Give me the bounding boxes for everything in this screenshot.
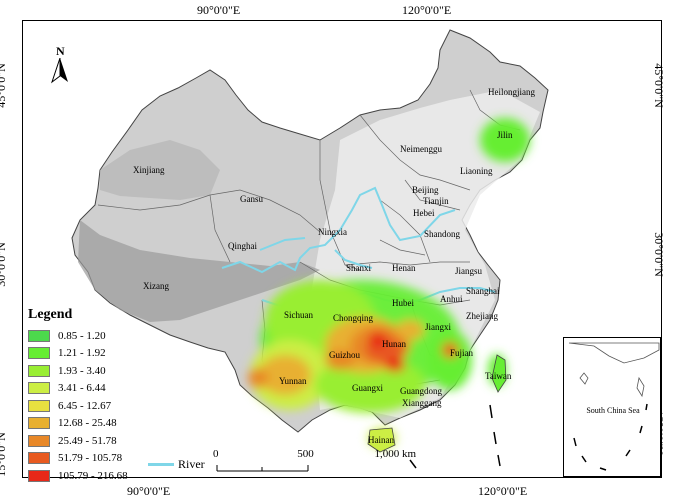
legend-label: 105.79 - 216.68 xyxy=(58,469,128,482)
coord-top-90e: 90°0'0"E xyxy=(197,3,241,17)
river-swatch xyxy=(148,463,174,466)
label-jilin: Jilin xyxy=(497,130,513,140)
coord-bottom-120e: 120°0'0"E xyxy=(478,484,528,498)
label-guangxi: Guangxi xyxy=(352,383,383,393)
legend-rows: 0.85 - 1.20 1.21 - 1.92 1.93 - 3.40 3.41 - … xyxy=(28,327,168,485)
label-sichuan: Sichuan xyxy=(284,310,313,320)
label-hebei: Hebei xyxy=(413,208,435,218)
scale-bar: 0 500 1,000 km xyxy=(213,448,416,478)
label-hainan: Hainan xyxy=(368,435,394,445)
taiwan-island xyxy=(491,354,507,393)
legend-item: 1.21 - 1.92 xyxy=(28,345,168,363)
scale-bar-graphic xyxy=(216,465,309,472)
label-anhui: Anhui xyxy=(440,294,463,304)
legend-item: 1.93 - 3.40 xyxy=(28,362,168,380)
north-arrow-icon xyxy=(51,58,68,84)
coord-bottom-90e: 90°0'0"E xyxy=(127,484,171,498)
label-qinghai: Qinghai xyxy=(228,241,257,251)
label-jiangsu: Jiangsu xyxy=(455,266,482,276)
label-shanghai: Shanghai xyxy=(466,286,500,296)
label-xinjiang: Xinjiang xyxy=(133,165,165,175)
legend-swatch xyxy=(28,434,50,447)
label-gansu: Gansu xyxy=(240,194,263,204)
label-beijing: Beijing xyxy=(412,185,439,195)
inset-label: South China Sea xyxy=(586,406,640,415)
legend-item: 6.45 - 12.67 xyxy=(28,397,168,415)
label-hubei: Hubei xyxy=(392,298,414,308)
label-jiangxi: Jiangxi xyxy=(425,322,451,332)
legend-label: 6.45 - 12.67 xyxy=(58,399,112,412)
label-henan: Henan xyxy=(392,263,416,273)
tarim-relief xyxy=(100,140,220,200)
legend-swatch xyxy=(28,347,50,360)
legend-label: 1.21 - 1.92 xyxy=(58,347,106,360)
north-label: N xyxy=(56,44,65,58)
legend-item: 25.49 - 51.78 xyxy=(28,432,168,450)
legend-label: 51.79 - 105.78 xyxy=(58,452,123,465)
coord-top-120e: 120°0'0"E xyxy=(402,3,452,17)
scale-tick-0: 0 xyxy=(213,448,219,460)
western-relief xyxy=(78,220,320,322)
legend: Legend 0.85 - 1.20 1.21 - 1.92 1.93 - 3.40… xyxy=(28,307,168,485)
label-xianggang: Xianggang xyxy=(402,398,442,408)
legend-label: 3.41 - 6.44 xyxy=(58,382,106,395)
legend-swatch xyxy=(28,399,50,412)
scale-tick-1000: 1,000 km xyxy=(374,448,416,460)
legend-item: 0.85 - 1.20 xyxy=(28,327,168,345)
legend-swatch xyxy=(28,417,50,430)
legend-item: 51.79 - 105.78 xyxy=(28,450,168,468)
legend-label: 25.49 - 51.78 xyxy=(58,434,117,447)
legend-title: Legend xyxy=(28,307,73,322)
label-liaoning: Liaoning xyxy=(460,166,493,176)
heat-zones xyxy=(248,118,530,448)
river-label: River xyxy=(178,457,205,471)
label-shandong: Shandong xyxy=(424,229,460,239)
legend-item: 12.68 - 25.48 xyxy=(28,415,168,433)
legend-swatch xyxy=(28,329,50,342)
dash-lines xyxy=(409,404,501,469)
legend-label: 1.93 - 3.40 xyxy=(58,364,106,377)
label-shanxi: Shanxi xyxy=(346,263,372,273)
legend-label: 0.85 - 1.20 xyxy=(58,329,106,342)
label-heilongjiang: Heilongjiang xyxy=(488,87,535,97)
label-fujian: Fujian xyxy=(450,348,474,358)
label-guangdong: Guangdong xyxy=(400,386,442,396)
label-ningxia: Ningxia xyxy=(318,227,347,237)
label-chongqing: Chongqing xyxy=(333,313,374,323)
legend-swatch xyxy=(28,469,50,482)
label-zhejiang: Zhejiang xyxy=(466,311,498,321)
river-key: River xyxy=(148,457,205,472)
label-guizhou: Guizhou xyxy=(329,350,360,360)
hainan-island xyxy=(367,427,396,453)
legend-item: 3.41 - 6.44 xyxy=(28,380,168,398)
label-taiwan: Taiwan xyxy=(485,371,512,381)
label-hunan: Hunan xyxy=(382,339,406,349)
south-china-sea-inset: South China Sea xyxy=(563,337,661,477)
label-neimenggu: Neimenggu xyxy=(400,144,442,154)
label-yunnan: Yunnan xyxy=(279,376,307,386)
label-xizang: Xizang xyxy=(143,281,169,291)
legend-swatch xyxy=(28,452,50,465)
scale-tick-500: 500 xyxy=(297,448,314,460)
legend-item: 105.79 - 216.68 xyxy=(28,467,168,485)
map-frame xyxy=(22,20,662,478)
inset-map xyxy=(568,342,660,471)
legend-label: 12.68 - 25.48 xyxy=(58,417,117,430)
label-tianjin: Tianjin xyxy=(423,196,449,206)
legend-swatch xyxy=(28,364,50,377)
legend-swatch xyxy=(28,382,50,395)
